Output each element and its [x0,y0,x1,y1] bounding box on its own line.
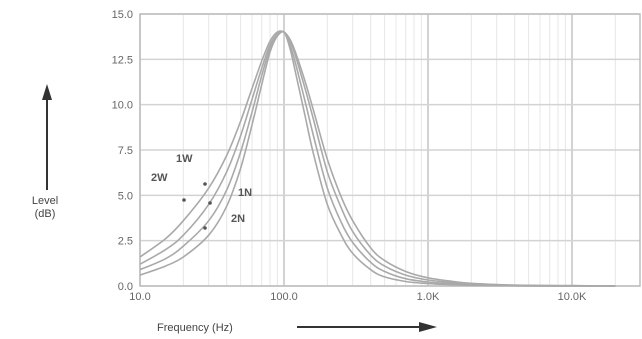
curve-label-2n: 2N [231,213,245,225]
x-tick-label: 1.0K [417,291,440,303]
y-tick-label: 5.0 [118,190,133,202]
curve-2w [139,30,616,287]
y-tick-labels: 0.0 2.5 5.0 7.5 10.0 12.5 15.0 [112,9,133,293]
curve-marker-1w [203,182,207,186]
x-tick-label: 100.0 [270,291,298,303]
x-tick-label: 10.0 [129,291,150,303]
curve-label-2w: 2W [151,172,168,184]
y-tick-label: 12.5 [112,54,133,66]
y-axis-title-line2: (dB) [35,208,56,220]
curve-1n [139,30,616,287]
curves [139,30,616,287]
curve-marker-2n [203,226,207,230]
y-tick-label: 15.0 [112,9,133,21]
curve-marker-1n [208,201,212,205]
curve-label-1w: 1W [176,153,193,165]
plot-border [139,13,641,287]
curve-2n [139,30,616,287]
grid [139,13,640,287]
y-tick-label: 0.0 [118,281,133,293]
curve-labels: 1W 2W 1N 2N [151,153,252,230]
y-axis-arrowhead [42,84,52,100]
y-axis-title-line1: Level [32,195,58,207]
y-tick-label: 2.5 [118,236,133,248]
y-tick-label: 7.5 [118,145,133,157]
y-tick-label: 10.0 [112,100,133,112]
curve-1w [139,30,616,287]
x-tick-labels: 10.0 100.0 1.0K 10.0K [129,291,587,303]
x-tick-label: 10.0K [558,291,587,303]
x-axis-arrowhead [419,322,437,332]
x-axis-title: Frequency (Hz) [157,322,233,334]
curve-label-1n: 1N [238,187,252,199]
curve-marker-2w [182,198,186,202]
